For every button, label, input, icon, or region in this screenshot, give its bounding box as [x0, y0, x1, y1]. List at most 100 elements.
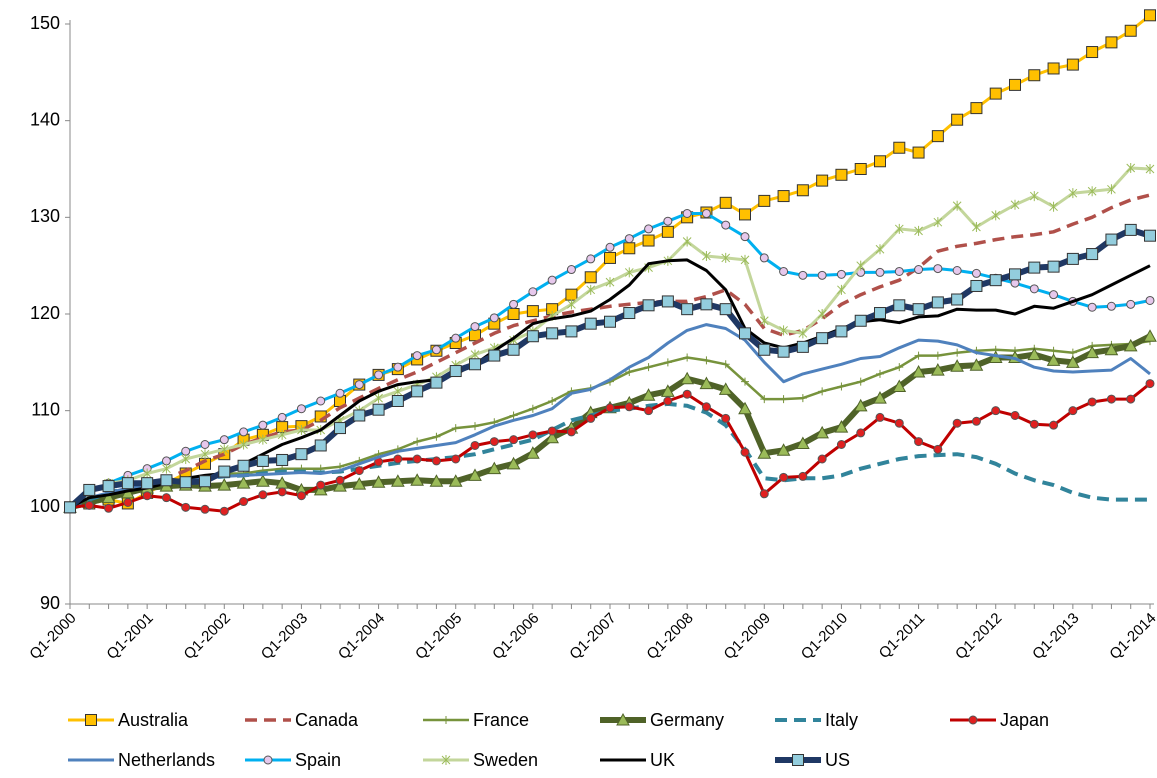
marker: [760, 395, 769, 404]
marker: [951, 113, 964, 126]
x-tick-label: Q1-2003: [258, 610, 311, 663]
series: [64, 223, 1156, 514]
marker: [853, 398, 868, 412]
marker: [1086, 46, 1099, 59]
x-tick-label: Q1-2007: [566, 610, 619, 663]
marker: [740, 447, 750, 457]
marker: [700, 298, 713, 311]
marker: [353, 409, 366, 422]
marker: [567, 299, 576, 310]
marker: [393, 362, 403, 372]
marker: [758, 194, 771, 207]
marker: [1028, 69, 1041, 82]
marker: [605, 403, 615, 413]
marker: [101, 490, 116, 504]
marker: [566, 427, 576, 437]
marker: [391, 395, 404, 407]
marker: [874, 307, 886, 320]
marker: [256, 454, 269, 467]
marker: [911, 364, 926, 378]
marker: [952, 418, 962, 428]
marker: [528, 287, 538, 297]
marker: [586, 254, 596, 264]
marker: [718, 382, 733, 395]
marker: [547, 426, 557, 436]
marker: [1009, 268, 1021, 281]
marker: [757, 446, 772, 459]
marker: [1029, 191, 1039, 202]
legend-item: US: [775, 750, 850, 770]
marker: [277, 412, 287, 422]
marker: [972, 222, 981, 232]
legend-item: Sweden: [423, 750, 538, 770]
marker: [818, 387, 827, 396]
marker: [759, 315, 769, 326]
marker: [200, 449, 210, 460]
marker: [469, 358, 481, 371]
legend-label: Netherlands: [118, 750, 215, 770]
marker: [1086, 248, 1099, 261]
marker: [546, 327, 559, 340]
marker: [701, 402, 711, 412]
x-tick-label: Q1-2005: [412, 610, 465, 663]
marker: [1126, 163, 1136, 174]
marker: [680, 371, 694, 385]
marker: [1126, 394, 1136, 404]
marker: [141, 477, 154, 490]
marker: [1029, 419, 1039, 429]
marker: [258, 434, 268, 445]
legend-label: Japan: [1000, 710, 1049, 730]
marker: [682, 236, 692, 247]
marker: [1145, 295, 1155, 305]
marker: [526, 330, 539, 343]
marker: [548, 397, 557, 405]
marker: [893, 141, 906, 154]
marker: [914, 437, 924, 447]
marker: [1047, 62, 1060, 75]
marker: [931, 130, 944, 143]
series-line: [69, 323, 1151, 509]
marker: [792, 754, 804, 766]
x-tick-label: Q1-2009: [721, 610, 774, 663]
x-tick-label: Q1-2013: [1029, 610, 1082, 663]
marker: [507, 343, 520, 356]
marker: [721, 252, 731, 263]
marker: [181, 502, 191, 512]
marker: [950, 359, 964, 372]
marker: [1066, 355, 1080, 368]
marker: [605, 242, 615, 252]
marker: [354, 380, 364, 390]
marker: [584, 317, 597, 330]
marker: [933, 264, 943, 274]
marker: [682, 208, 692, 218]
marker: [931, 363, 945, 376]
series: [64, 9, 1156, 514]
x-tick-label: Q1-2012: [952, 610, 1005, 663]
marker: [1106, 301, 1116, 311]
y-tick-label: 90: [40, 593, 60, 613]
x-tick-label: Q1-2011: [876, 610, 929, 663]
marker: [740, 232, 750, 242]
marker: [616, 712, 630, 726]
marker: [374, 393, 383, 404]
marker: [509, 435, 519, 445]
marker: [796, 184, 809, 197]
marker: [952, 200, 962, 211]
marker: [586, 284, 596, 295]
marker: [316, 396, 326, 406]
y-tick-label: 150: [30, 13, 60, 33]
marker: [1028, 261, 1041, 274]
marker: [277, 487, 287, 497]
marker: [894, 223, 904, 234]
marker: [199, 475, 211, 488]
marker: [914, 265, 924, 275]
marker: [1047, 260, 1060, 273]
legend-label: France: [473, 710, 529, 730]
marker: [431, 345, 441, 355]
marker: [777, 345, 790, 358]
marker: [411, 385, 424, 398]
marker: [661, 225, 674, 238]
marker: [547, 275, 557, 285]
marker: [779, 325, 788, 336]
marker: [584, 271, 597, 284]
